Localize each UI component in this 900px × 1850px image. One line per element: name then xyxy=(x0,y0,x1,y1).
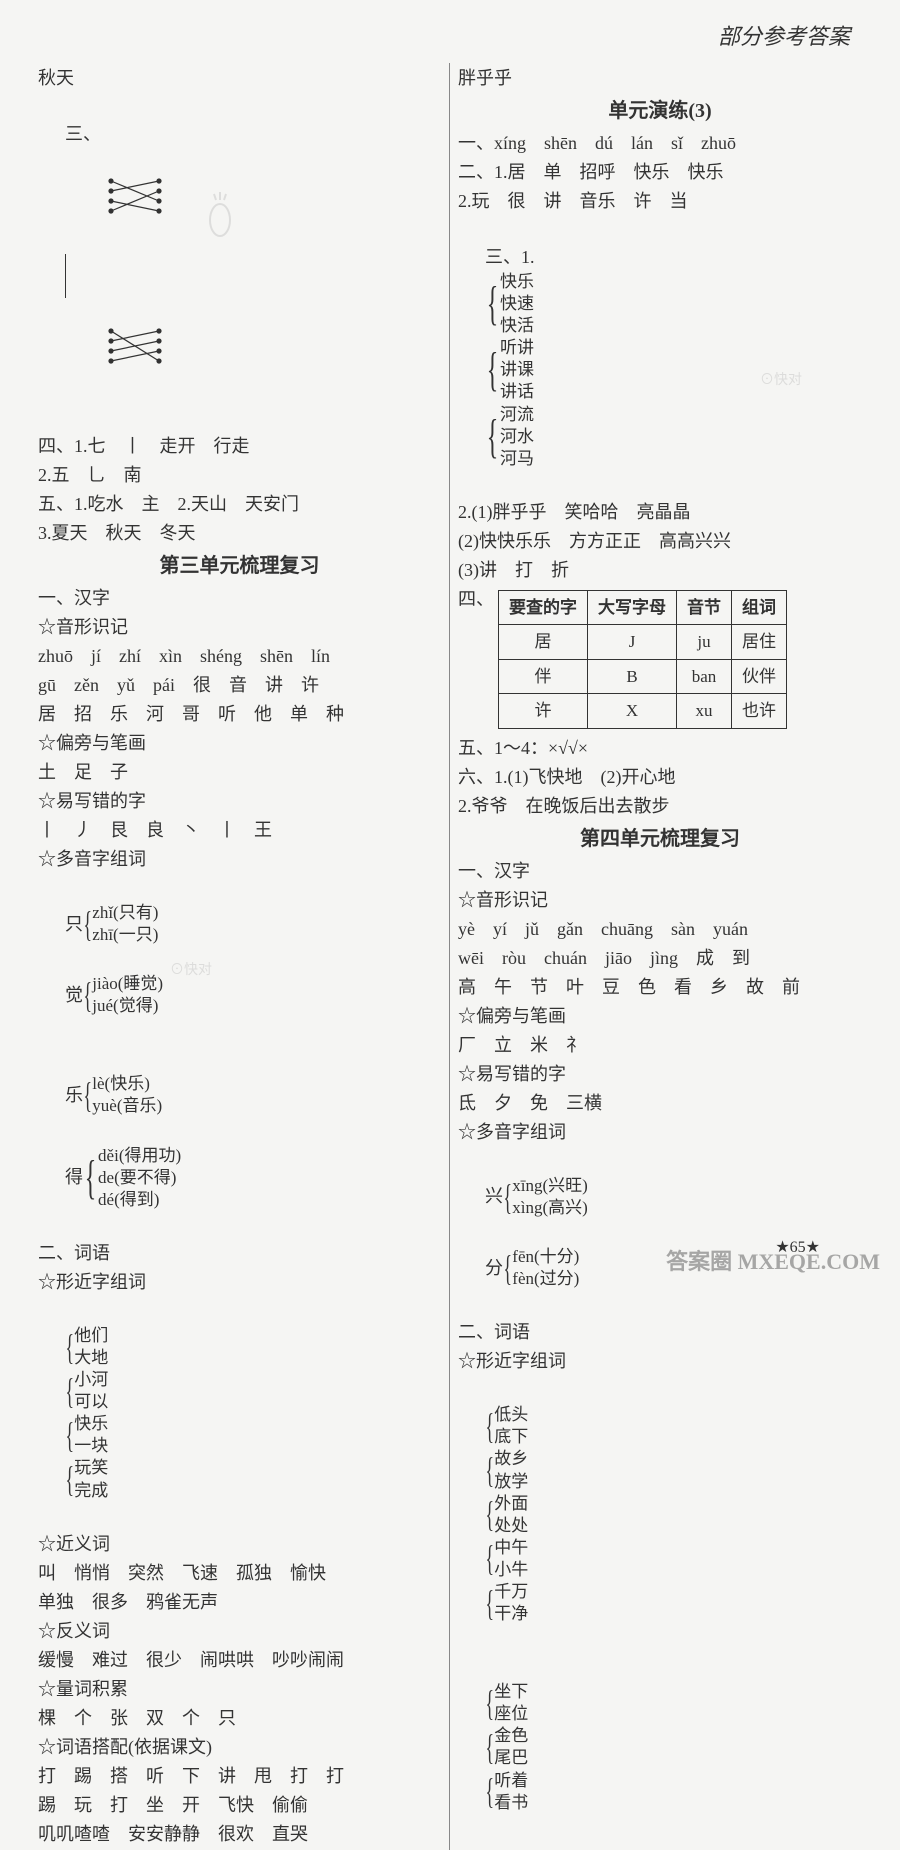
text-line: 土 足 子 xyxy=(38,759,441,786)
table-cell: 许 xyxy=(499,694,588,729)
text-line: 丨 丿 艮 良 丶 丨 王 xyxy=(38,817,441,844)
heading: 二、词语 xyxy=(458,1319,862,1346)
text-line: gū zěn yǔ pái 很 音 讲 许 xyxy=(38,672,441,699)
text-line: 单独 很多 鸦雀无声 xyxy=(38,1589,441,1616)
similar-char-row: {坐下座位 {金色尾巴 {听着看书 xyxy=(458,1654,862,1841)
text-line: 厂 立 米 礻 xyxy=(458,1032,862,1059)
table-cell: J xyxy=(588,625,677,660)
text-line: 二、1.居 单 招呼 快乐 快乐 xyxy=(458,159,862,186)
table-cell: 居住 xyxy=(732,625,787,660)
table-cell: X xyxy=(588,694,677,729)
text-line: 打 踢 搭 听 下 讲 甩 打 打 xyxy=(38,1763,441,1790)
text-line: 六、1.(1)飞快地 (2)开心地 xyxy=(458,764,862,791)
star-heading: 形近字组词 xyxy=(38,1269,441,1296)
text-line: 棵 个 张 双 个 只 xyxy=(38,1705,441,1732)
star-heading: 多音字组词 xyxy=(458,1119,862,1146)
label: 四、 xyxy=(458,586,494,613)
heading: 一、汉字 xyxy=(38,585,441,612)
star-heading: 反义词 xyxy=(38,1618,441,1645)
text-line: 高 午 节 叶 豆 色 看 乡 故 前 xyxy=(458,974,862,1001)
text-line: 四、1.七 丨 走开 行走 xyxy=(38,433,441,460)
table-header: 组词 xyxy=(732,590,787,625)
star-heading: 易写错的字 xyxy=(38,788,441,815)
table-cell: ju xyxy=(677,625,732,660)
star-heading: 音形识记 xyxy=(458,887,862,914)
right-column: 胖乎乎 单元演练(3) 一、xíng shēn dú lán sǐ zhuō 二… xyxy=(450,63,870,1850)
section-title: 第三单元梳理复习 xyxy=(38,551,441,581)
cross-diagram-icon xyxy=(69,148,165,254)
star-heading: 偏旁与笔画 xyxy=(38,730,441,757)
heading: 一、汉字 xyxy=(458,858,862,885)
text-line: 缓慢 难过 很少 闹哄哄 吵吵闹闹 xyxy=(38,1647,441,1674)
table-cell: B xyxy=(588,659,677,694)
star-heading: 多音字组词 xyxy=(38,846,441,873)
text-line: (2)快快乐乐 方方正正 高高兴兴 xyxy=(458,528,862,555)
table-header: 音节 xyxy=(677,590,732,625)
polyphone-row: 乐{ lè(快乐)yuè(音乐) 得{ děi(得用功)de(要不得)dé(得到… xyxy=(38,1046,441,1237)
text-line: 叫 悄悄 突然 飞速 孤独 愉快 xyxy=(38,1560,441,1587)
text-line: wēi ròu chuán jiāo jìng 成 到 xyxy=(458,945,862,972)
text-line: 3.夏天 秋天 冬天 xyxy=(38,520,441,547)
text-line: zhuō jí zhí xìn shéng shēn lín xyxy=(38,643,441,670)
footer-watermark: 答案圈 MXEQE.COM xyxy=(666,1245,880,1278)
heading: 二、词语 xyxy=(38,1240,441,1267)
brace-triple-row: 三、1. {快乐快速快活 {听讲讲课讲话 {河流河水河马 xyxy=(458,217,862,497)
section-title: 单元演练(3) xyxy=(458,96,862,126)
text-line: 2.五 乚 南 xyxy=(38,462,441,489)
lookup-table: 要查的字 大写字母 音节 组词 居 J ju 居住 伴 B ban 伙伴 xyxy=(498,590,787,729)
similar-char-row: {低头底下 {故乡放学 {外面处处 {中午小牛 {千万干净 xyxy=(458,1377,862,1652)
text-line: 居 招 乐 河 哥 听 他 单 种 xyxy=(38,701,441,728)
text-line: 2.爷爷 在晚饭后出去散步 xyxy=(458,793,862,820)
left-column: 秋天 三、 xyxy=(30,63,450,1850)
text-line: 氐 夕 免 三横 xyxy=(458,1090,862,1117)
page-header: 部分参考答案 xyxy=(30,20,870,53)
similar-char-row: {他们大地 {小河可以 {快乐一块 {玩笑完成 xyxy=(38,1298,441,1529)
text-line: 踢 玩 打 坐 开 飞快 偷偷 xyxy=(38,1792,441,1819)
text-line: yè yí jǔ gǎn chuāng sàn yuán xyxy=(458,916,862,943)
table-header: 大写字母 xyxy=(588,590,677,625)
star-heading: 音形识记 xyxy=(38,614,441,641)
star-heading: 近义词 xyxy=(38,1531,441,1558)
text-line: 2.(1)胖乎乎 笑哈哈 亮晶晶 xyxy=(458,499,862,526)
text-line: 胖乎乎 xyxy=(458,65,862,92)
text-line: 叽叽喳喳 安安静静 很欢 直哭 xyxy=(38,1821,441,1848)
star-heading: 形近字组词 xyxy=(458,1348,862,1375)
text-line: 一、xíng shēn dú lán sǐ zhuō xyxy=(458,130,862,157)
text-line: 秋天 xyxy=(38,65,441,92)
text-line: 2.玩 很 讲 音乐 许 当 xyxy=(458,188,862,215)
table-cell: 居 xyxy=(499,625,588,660)
lookup-table-row: 四、 要查的字 大写字母 音节 组词 居 J ju 居住 伴 B ban xyxy=(458,586,862,733)
text-line: 五、1.吃水 主 2.天山 天安门 xyxy=(38,491,441,518)
star-heading: 偏旁与笔画 xyxy=(458,1003,862,1030)
polyphone-row: 兴{ xīng(兴旺)xìng(高兴) 分{ fēn(十分)fèn(过分) xyxy=(458,1148,862,1317)
table-cell: 也许 xyxy=(732,694,787,729)
table-cell: ban xyxy=(677,659,732,694)
star-heading: 量词积累 xyxy=(38,1676,441,1703)
polyphone-row: 只{ zhǐ(只有)zhī(一只) 觉{ jiào(睡觉)jué(觉得) xyxy=(38,875,441,1044)
star-heading: 词语搭配(依据课文) xyxy=(38,1734,441,1761)
content-columns: 秋天 三、 xyxy=(30,63,870,1850)
section-title: 第四单元梳理复习 xyxy=(458,824,862,854)
cross-diagram-icon xyxy=(69,298,165,404)
text-line: (3)讲 打 折 xyxy=(458,557,862,584)
star-heading: 易写错的字 xyxy=(458,1061,862,1088)
table-cell: 伴 xyxy=(499,659,588,694)
table-header: 要查的字 xyxy=(499,590,588,625)
cross-match-row: 三、 xyxy=(38,94,441,431)
table-cell: 伙伴 xyxy=(732,659,787,694)
text-line: 五、1～4：×√√× xyxy=(458,735,862,762)
label: 三、 xyxy=(65,124,101,144)
table-cell: xu xyxy=(677,694,732,729)
